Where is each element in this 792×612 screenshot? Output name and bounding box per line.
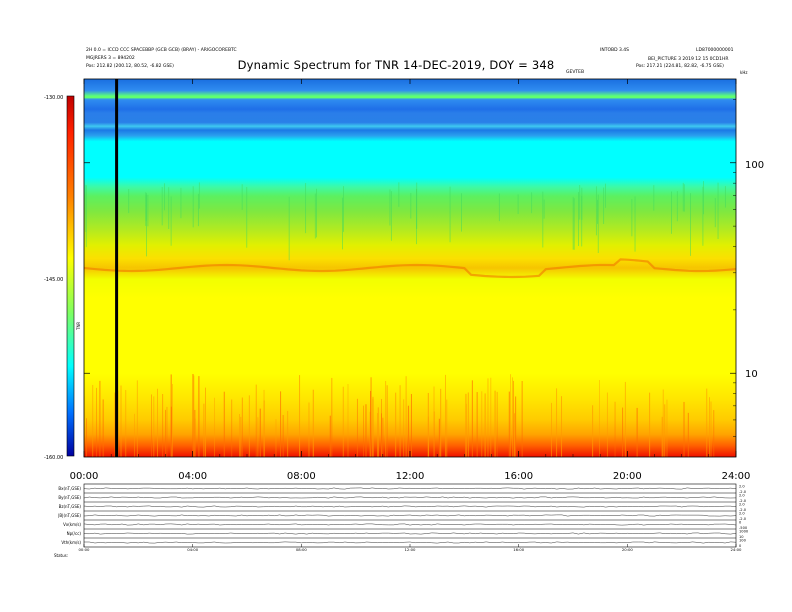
panel-x-tick-label: 16:00 [513,547,525,552]
panel-x-tick-label: 20:00 [622,547,634,552]
panel-series-line [83,505,737,508]
panel-right-tick: 100 [739,539,747,543]
panel-right-tick: 0 [739,521,742,525]
panel-label: Np(/cc) [67,531,82,536]
colorbar-tick-top: -130.00 [44,95,63,101]
x-tick-label: 04:00 [178,471,207,482]
panel-label: |B|(nT,GSE) [58,513,81,518]
panel-series-line [83,532,737,535]
colorbar-tick-mid: -145.00 [44,277,63,283]
panel-label: Bx(nT,GSE) [58,486,81,491]
x-tick-label: 20:00 [613,471,642,482]
panel-label: By(nT,GSE) [58,495,81,500]
panel-right-tick: 1000 [739,530,749,534]
panel-right-tick: 2.0 [739,512,745,516]
panel-series-line [84,541,737,544]
header-right-line2: BEI_PICTURE 3 2019 12 15 0CD1HR [648,57,729,62]
status-label: Status: [54,553,68,558]
x-tick-label: 16:00 [504,471,533,482]
chart-title: Dynamic Spectrum for TNR 14-DEC-2019, DO… [237,58,555,72]
header-left-line3: Pos: 212.82 (200.12, 80.52, -6.82 GSE) [86,64,174,69]
panel-series-line [83,514,737,517]
panel-right-tick: 2.0 [739,503,745,507]
panel-right-tick: 10 [739,535,744,539]
panel-right-tick: -2.0 [739,490,747,494]
x-tick-label: 00:00 [70,471,99,482]
panel-x-tick-label: 00:00 [79,547,91,552]
panel-right-tick: 2.0 [739,494,745,498]
header-right-line3: Pos: 217.21 (224.81, 82.82, -6.75 GSE) [636,64,724,69]
panel-right-tick: -2.0 [739,517,747,521]
panel-series-line [83,523,737,526]
data-gap-bar [115,79,119,457]
spectrum-panel [83,78,737,458]
header-left-line1: 2H 0.0 = ICCD CCC SPACEBBP (GCB GCB) (BR… [86,48,237,53]
panel-right-tick: -500 [739,526,748,530]
y-tick-label-10: 10 [745,369,758,380]
panel-x-tick-label: 04:00 [187,547,199,552]
panel-x-tick-label: 08:00 [296,547,308,552]
panel-right-tick: 2.0 [739,485,745,489]
panel-series-line [83,487,737,490]
y-tick-label-100: 100 [745,160,764,171]
panel-x-tick-label: 24:00 [731,547,743,552]
parameter-panels: Bx(nT,GSE) 2.0-2.0By(nT,GSE) 2.0-2.0Bz(nT,… [58,483,749,552]
panel-right-tick: 0 [739,544,742,548]
panel-label: Bz(nT,GSE) [59,504,82,509]
colorbar-label: TNR [76,322,81,331]
colorbar-tick-bottom: -160.00 [44,455,63,461]
x-tick-label: 12:00 [396,471,425,482]
x-tick-label: 08:00 [287,471,316,482]
y-unit-label: kHz [740,70,747,75]
panel-label: Vth(km/s) [61,540,81,545]
x-tick-label: 24:00 [722,471,751,482]
panel-label: Vx(km/s) [63,522,81,527]
plasma-line-band [84,258,736,279]
panel-right-tick: -2.0 [739,499,747,503]
header-right-line1b: LD87000000001 [696,48,734,53]
panel-right-tick: -2.0 [739,508,747,512]
header-right-line1a: INTOBD 3.4S [600,48,629,53]
panel-x-tick-label: 12:00 [405,547,417,552]
header-left-line2: MGJRERS 3 = 894202 [86,56,135,61]
header-center-small: GEVTEB [566,70,585,75]
colorbar [66,95,75,457]
panel-series-line [83,496,737,499]
